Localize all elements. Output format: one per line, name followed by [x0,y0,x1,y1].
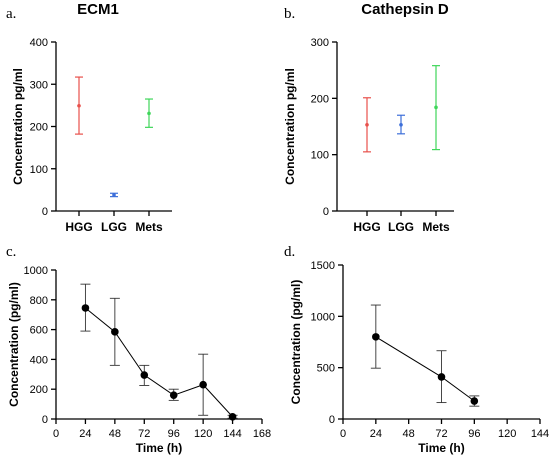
y-tick-label: 200 [30,122,48,134]
data-marker [169,391,178,399]
data-point-lgg [110,192,118,198]
x-category-label: LGG [388,220,414,234]
mean-marker [147,111,151,116]
y-axis-title: Concentration pg/ml [283,68,297,185]
y-tick-label: 500 [317,363,335,375]
data-point [370,304,381,369]
y-tick-label: 600 [30,325,48,337]
x-tick-label: 72 [138,428,150,440]
data-point [198,353,209,416]
mean-marker [77,103,81,108]
x-tick-label: 48 [403,428,415,440]
data-marker [372,333,380,341]
x-category-label: Mets [422,220,450,234]
x-tick-label: 144 [223,428,241,440]
y-tick-label: 1000 [24,265,48,277]
y-tick-label: 300 [311,37,329,49]
series-line [85,307,233,418]
mean-marker [112,193,116,197]
y-axis-title: Concentration pg/ml [11,68,25,185]
data-point [227,412,238,421]
y-axis-title: Concentration (pg/ml) [7,282,21,407]
panel-label: a. [6,6,16,22]
data-marker [470,397,479,405]
y-tick-label: 300 [30,79,48,91]
x-tick-label: 24 [79,428,91,440]
y-tick-label: 800 [30,295,48,307]
x-tick-label: 72 [435,428,447,440]
y-tick-label: 1000 [311,311,335,323]
data-point-hgg [75,76,83,135]
data-marker [81,304,90,312]
data-point [436,350,447,404]
y-tick-label: 200 [30,384,48,396]
panel-label: d. [284,244,295,260]
data-marker [199,380,207,389]
x-tick-label: 0 [53,428,59,440]
chart-panel-d: d. 0 500 1000 1500 Concentration (pg/ml) 0 24 48… [284,244,549,455]
panel-label: b. [284,6,295,22]
x-tick-label: 96 [468,428,480,440]
x-category-label: HGG [65,220,92,234]
y-tick-label: 0 [323,206,329,218]
panel-label: c. [6,244,16,260]
chart-title: Cathepsin D [361,1,449,18]
mean-marker [399,123,403,127]
data-marker [111,328,119,336]
y-tick-label: 400 [30,354,48,366]
x-tick-label: 96 [168,428,180,440]
x-axis-title: Time (h) [418,441,464,455]
data-point [469,395,480,407]
y-tick-label: 0 [42,414,48,426]
data-point-lgg [397,114,405,135]
chart-panel-b: b. Cathepsin D 0 100 200 300 Concentration pg/… [283,1,454,234]
data-point-mets [145,98,153,128]
data-point [168,388,179,401]
x-tick-label: 0 [340,428,346,440]
x-tick-label: 144 [531,428,549,440]
data-marker [228,412,237,421]
y-tick-label: 400 [30,37,48,49]
x-category-label: HGG [353,220,380,234]
data-point [139,364,150,386]
y-tick-label: 0 [42,206,48,218]
y-axis-title: Concentration (pg/ml) [289,280,303,405]
x-tick-label: 120 [194,428,212,440]
data-point [109,297,120,366]
x-category-label: LGG [101,220,127,234]
y-tick-label: 0 [329,414,335,426]
mean-marker [365,123,369,127]
data-point-hgg [363,97,371,153]
x-axis-title: Time (h) [136,441,182,455]
x-category-label: Mets [135,220,163,234]
data-point [80,283,91,332]
data-point-mets [432,65,440,151]
data-marker [140,371,149,379]
y-tick-label: 100 [30,164,48,176]
x-tick-label: 120 [498,428,516,440]
x-tick-label: 48 [109,428,121,440]
y-tick-label: 1500 [311,260,335,272]
chart-panel-a: a. ECM1 0 100 200 300 400 Concentration pg/ml HG… [6,1,172,234]
x-tick-label: 168 [253,428,271,440]
series-line [375,336,475,402]
chart-title: ECM1 [77,1,119,18]
mean-marker [434,105,438,110]
x-tick-label: 24 [370,428,382,440]
data-marker [437,373,446,381]
y-tick-label: 100 [311,150,329,162]
y-tick-label: 200 [311,93,329,105]
